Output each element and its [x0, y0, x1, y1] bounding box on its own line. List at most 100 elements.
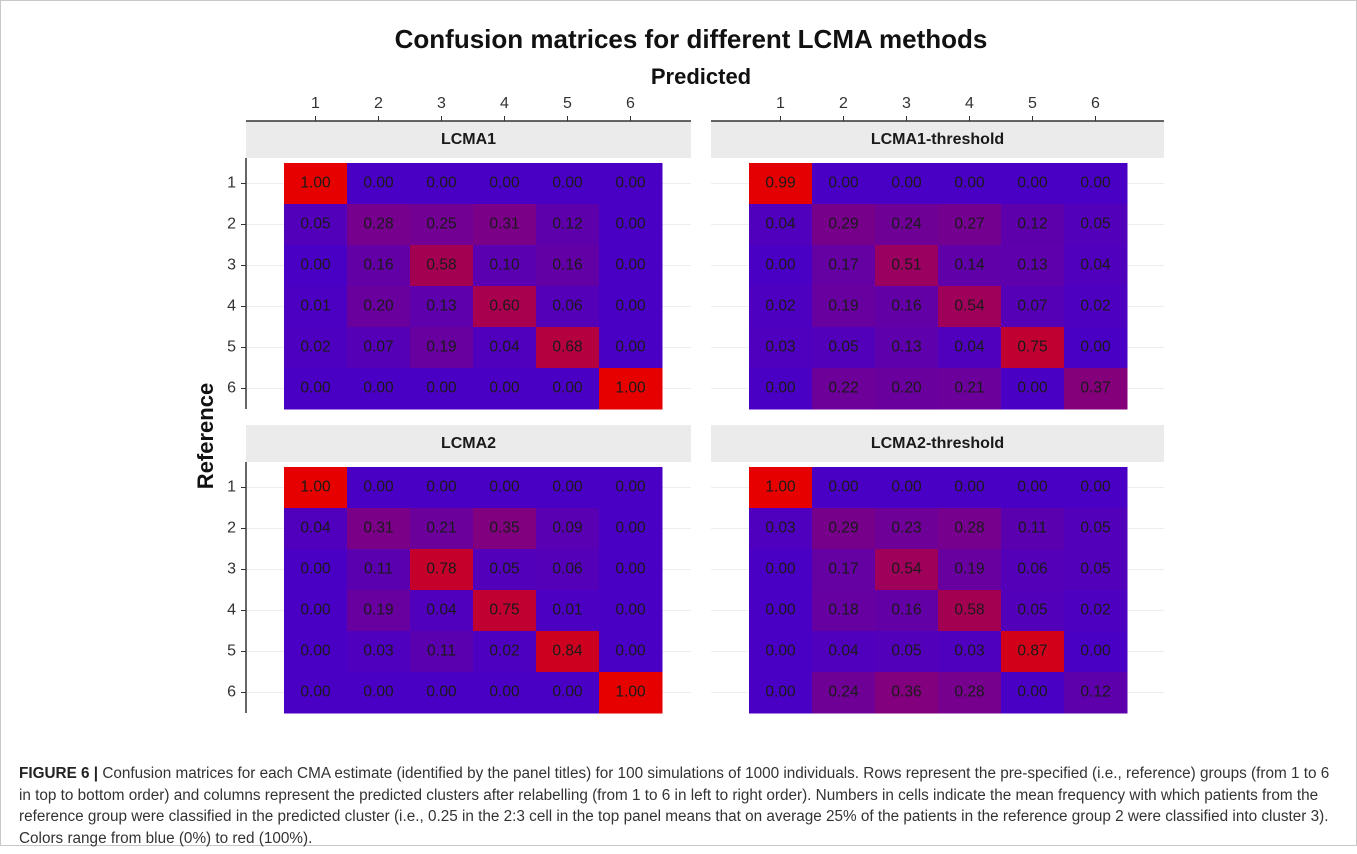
cell-label: 0.05: [489, 561, 519, 578]
cell-label: 0.17: [828, 257, 858, 274]
y-tick-label: 1: [227, 175, 236, 192]
cell-label: 0.13: [891, 339, 921, 356]
cell-label: 0.12: [1080, 684, 1110, 701]
cell-label: 0.00: [954, 175, 985, 192]
cell-label: 0.04: [828, 643, 859, 660]
cell-label: 0.22: [828, 380, 858, 397]
heatmap-cell: [347, 672, 411, 714]
heatmap-cell: [875, 327, 939, 369]
cell-label: 0.29: [828, 520, 858, 537]
heatmap-cell: [599, 286, 663, 328]
cell-label: 0.00: [765, 380, 796, 397]
heatmap-cell: [347, 467, 411, 509]
cell-label: 0.16: [891, 602, 921, 619]
cell-label: 0.02: [1080, 602, 1110, 619]
cell-label: 0.00: [1080, 643, 1111, 660]
heatmap-cell: [473, 467, 537, 509]
heatmap-cell: [938, 508, 1002, 550]
cell-label: 0.28: [954, 684, 984, 701]
heatmap-cell: [473, 590, 537, 632]
heatmap-cell: [875, 590, 939, 632]
heatmap-cell: [410, 672, 474, 714]
heatmap-cell: [284, 204, 348, 246]
heatmap-cell: [812, 163, 876, 205]
cell-label: 0.00: [1017, 684, 1048, 701]
cell-label: 0.31: [489, 216, 519, 233]
cell-label: 0.14: [954, 257, 985, 274]
heatmap-cell: [347, 508, 411, 550]
cell-label: 0.19: [426, 339, 456, 356]
cell-label: 0.03: [954, 643, 984, 660]
heatmap-cell: [410, 163, 474, 205]
heatmap-cell: [812, 327, 876, 369]
cell-label: 0.06: [1017, 561, 1047, 578]
strip: [246, 425, 691, 462]
cell-label: 0.00: [489, 684, 520, 701]
heatmap-cell: [284, 549, 348, 591]
cell-label: 0.00: [1017, 175, 1048, 192]
cell-label: 0.87: [1017, 643, 1047, 660]
cell-label: 0.00: [426, 380, 457, 397]
cell-label: 0.00: [552, 479, 583, 496]
cell-label: 0.03: [363, 643, 393, 660]
cell-label: 0.02: [489, 643, 519, 660]
heatmap-cell: [812, 631, 876, 673]
chart-title: Confusion matrices for different LCMA me…: [395, 24, 988, 54]
cell-label: 0.03: [765, 520, 795, 537]
heatmap-cell: [749, 368, 813, 410]
heatmap-cell: [284, 508, 348, 550]
heatmap-cell: [875, 204, 939, 246]
x-tick-label: 4: [500, 95, 509, 112]
cell-label: 1.00: [615, 684, 646, 701]
y-tick-label: 5: [227, 643, 236, 660]
heatmap-cell: [1064, 204, 1128, 246]
heatmap-cell: [410, 245, 474, 287]
heatmap-cell: [599, 549, 663, 591]
cell-label: 0.00: [615, 643, 646, 660]
cell-label: 0.00: [765, 257, 796, 274]
cell-label: 0.35: [489, 520, 519, 537]
heatmap-cell: [1064, 590, 1128, 632]
heatmap-cell: [938, 631, 1002, 673]
y-tick-label: 4: [227, 298, 236, 315]
heatmap-cell: [347, 245, 411, 287]
cell-label: 0.51: [891, 257, 921, 274]
cell-label: 0.00: [765, 561, 796, 578]
heatmap-cell: [875, 286, 939, 328]
heatmap-cell: [812, 286, 876, 328]
heatmap-cell: [1001, 508, 1065, 550]
cell-label: 0.00: [363, 380, 394, 397]
heatmap-cell: [749, 163, 813, 205]
cell-label: 0.24: [891, 216, 922, 233]
heatmap-cell: [347, 631, 411, 673]
heatmap-cell: [536, 245, 600, 287]
heatmap-cell: [410, 631, 474, 673]
cell-label: 0.00: [363, 684, 394, 701]
heatmap-cell: [1001, 204, 1065, 246]
cell-label: 0.00: [891, 479, 922, 496]
x-tick-label: 4: [965, 95, 974, 112]
heatmap-cell: [1001, 163, 1065, 205]
heatmap-cell: [938, 467, 1002, 509]
cell-label: 0.00: [300, 561, 331, 578]
cell-label: 0.16: [363, 257, 393, 274]
heatmap-cell: [347, 163, 411, 205]
cell-label: 0.00: [765, 602, 796, 619]
heatmap-cell: [536, 327, 600, 369]
heatmap-cell: [410, 204, 474, 246]
heatmap-cell: [536, 368, 600, 410]
cell-label: 0.00: [300, 684, 331, 701]
heatmap-cell: [473, 163, 537, 205]
heatmap-cell: [347, 286, 411, 328]
heatmap-cell: [536, 590, 600, 632]
cell-label: 0.00: [615, 602, 646, 619]
cell-label: 0.05: [1080, 216, 1110, 233]
chart: Confusion matrices for different LCMA me…: [193, 24, 1164, 714]
heatmap-cell: [1064, 467, 1128, 509]
heatmap-cell: [599, 368, 663, 410]
x-tick-label: 3: [437, 95, 446, 112]
y-tick-label: 3: [227, 257, 236, 274]
cell-label: 0.00: [615, 479, 646, 496]
heatmap-cell: [599, 204, 663, 246]
heatmap-cell: [875, 508, 939, 550]
